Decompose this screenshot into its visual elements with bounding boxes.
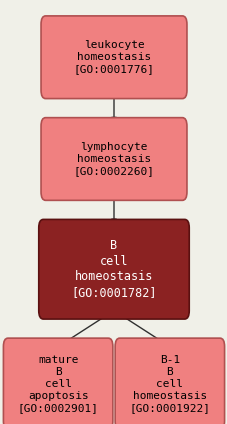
FancyBboxPatch shape <box>115 338 224 424</box>
Text: B-1
B
cell
homeostasis
[GO:0001922]: B-1 B cell homeostasis [GO:0001922] <box>129 355 210 413</box>
FancyBboxPatch shape <box>39 220 188 319</box>
FancyBboxPatch shape <box>41 16 186 99</box>
Text: mature
B
cell
apoptosis
[GO:0002901]: mature B cell apoptosis [GO:0002901] <box>17 355 98 413</box>
FancyBboxPatch shape <box>3 338 112 424</box>
FancyBboxPatch shape <box>41 118 186 201</box>
Text: lymphocyte
homeostasis
[GO:0002260]: lymphocyte homeostasis [GO:0002260] <box>73 142 154 176</box>
Text: leukocyte
homeostasis
[GO:0001776]: leukocyte homeostasis [GO:0001776] <box>73 40 154 74</box>
Text: B
cell
homeostasis
[GO:0001782]: B cell homeostasis [GO:0001782] <box>71 240 156 299</box>
